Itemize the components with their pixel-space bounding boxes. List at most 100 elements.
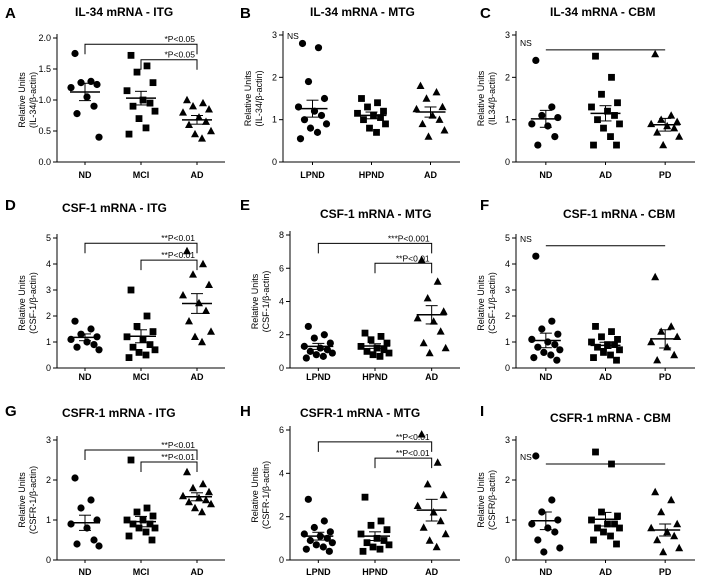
data-point: [151, 346, 159, 354]
data-point: [604, 520, 611, 528]
x-tick-label: ND: [539, 567, 552, 577]
significance-label: **P<0.01: [161, 452, 195, 462]
data-point: [191, 332, 199, 340]
y-axis-label: Relative Units: [243, 70, 253, 126]
data-point: [425, 536, 434, 544]
x-tick-label: ND: [539, 372, 552, 382]
data-point: [183, 95, 191, 104]
data-point: [142, 351, 150, 359]
chart-title: IL-34 mRNA - ITG: [75, 5, 173, 19]
chart-title: IL-34 mRNA - CBM: [550, 5, 656, 19]
y-tick-label: 0: [46, 555, 51, 565]
y-axis-label: Relative Units: [250, 273, 260, 329]
data-point: [179, 491, 187, 500]
y-tick-label: 6: [279, 263, 284, 273]
y-tick-label: 0: [505, 363, 510, 373]
series-ad: [412, 81, 449, 140]
data-point: [435, 115, 444, 123]
panel-label: B: [240, 5, 251, 22]
data-point: [151, 107, 159, 115]
series-pd: [647, 487, 684, 556]
data-point: [302, 545, 310, 553]
series-nd: [528, 252, 564, 364]
data-point: [146, 99, 154, 107]
y-tick-label: 0: [279, 555, 284, 565]
y-tick-label: 2: [505, 311, 510, 321]
y-tick-label: 2: [279, 330, 284, 340]
data-point: [127, 286, 135, 294]
data-point: [125, 354, 133, 361]
chart-panel-c: C IL-34 mRNA - CBM 0 1 2 3 Relative Units (IL34…: [476, 5, 695, 180]
data-point: [363, 347, 371, 355]
y-axis-label-unit: (IL-34/β-actin): [254, 70, 264, 126]
data-point: [377, 333, 385, 340]
data-point: [73, 343, 81, 351]
data-point: [77, 504, 85, 512]
chart-title: CSFR-1 mRNA - CBM: [550, 411, 671, 425]
data-point: [77, 79, 85, 87]
data-point: [373, 534, 381, 542]
data-point: [440, 126, 449, 134]
y-tick-label: 1: [505, 337, 510, 347]
data-point: [551, 528, 559, 536]
data-point: [366, 124, 373, 132]
data-point: [151, 524, 159, 532]
y-tick-label: 4: [279, 297, 284, 307]
chart-panel-b: B IL-34 mRNA - MTG 0 1 2 3 Relative Units (IL-3…: [240, 5, 460, 180]
series-ad: [179, 95, 215, 142]
series-ad: [588, 52, 623, 149]
data-point: [675, 543, 684, 552]
data-point: [139, 96, 147, 104]
data-point: [673, 117, 682, 125]
y-tick-label: 0: [46, 363, 51, 373]
data-point: [326, 339, 334, 347]
data-point: [328, 539, 336, 547]
data-point: [149, 79, 157, 87]
data-point: [125, 130, 133, 138]
data-point: [590, 536, 597, 544]
x-tick-label: LPND: [306, 567, 331, 577]
data-point: [613, 540, 620, 548]
data-point: [433, 458, 442, 466]
y-tick-label: 3: [505, 435, 510, 445]
y-tick-label: 1: [505, 115, 510, 125]
significance-label: **P<0.01: [161, 440, 195, 450]
y-axis-label-unit: (IL34/β-actin): [487, 72, 497, 125]
data-point: [207, 327, 215, 335]
data-point: [143, 504, 151, 512]
x-tick-label: ND: [79, 170, 92, 180]
data-point: [441, 343, 450, 352]
panel-label: E: [240, 197, 250, 214]
data-point: [544, 122, 552, 130]
data-point: [377, 114, 384, 121]
data-point: [592, 52, 599, 60]
data-point: [139, 516, 147, 524]
x-tick-label: AD: [599, 170, 612, 180]
data-point: [611, 112, 618, 119]
data-point: [417, 430, 426, 438]
data-point: [322, 120, 331, 128]
data-point: [657, 115, 666, 123]
data-point: [198, 337, 206, 346]
data-point: [416, 81, 425, 89]
data-point: [199, 98, 207, 107]
data-point: [556, 346, 564, 354]
data-point: [133, 323, 141, 330]
data-point: [608, 73, 615, 81]
data-point: [316, 344, 324, 352]
data-point: [319, 352, 327, 360]
data-point: [544, 524, 552, 532]
chart-title: CSF-1 mRNA - MTG: [320, 207, 432, 221]
data-point: [149, 328, 157, 335]
data-point: [534, 141, 542, 149]
x-tick-label: HPND: [362, 567, 388, 577]
data-point: [90, 102, 98, 110]
y-axis-label: Relative Units: [476, 70, 486, 126]
data-point: [189, 102, 197, 110]
series-ad: [413, 430, 450, 551]
y-tick-label: 3: [46, 435, 51, 445]
y-axis-label: Relative Units: [17, 472, 27, 528]
data-point: [548, 496, 556, 504]
significance-bracket: [84, 449, 198, 460]
y-tick-label: 4: [505, 259, 510, 269]
